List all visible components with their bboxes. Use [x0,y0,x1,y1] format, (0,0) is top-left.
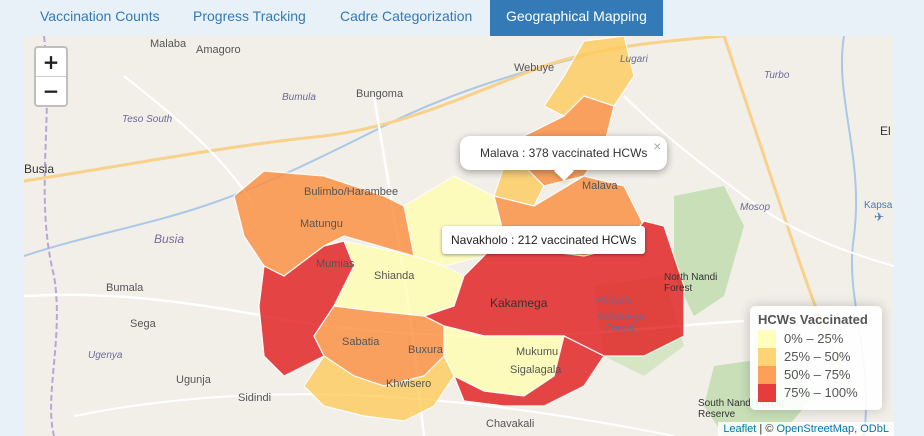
legend-label: 50% – 75% [784,367,851,382]
label-sabatia: Sabatia [342,336,380,348]
label-shinyalu: Shinyalu [594,296,633,307]
tooltip-text: Navakholo : 212 vaccinated HCWs [451,233,637,247]
region-matungu [233,170,415,277]
label-sidindi: Sidindi [238,392,272,404]
label-mumias: Mumias [316,258,355,270]
label-kakamega: Kakamega [490,296,548,310]
tab-geographical-mapping[interactable]: Geographical Mapping [490,0,663,36]
airport-icon: ✈ [874,210,885,224]
legend-item: 25% – 50% [758,348,874,366]
label-ugunja: Ugunja [176,374,211,386]
legend-label: 75% – 100% [784,385,858,400]
label-malava-map: Malava [582,180,618,192]
label-turbo: Turbo [764,70,790,81]
zoom-out-button[interactable]: − [36,76,66,105]
label-bumula-top: Bumula [282,92,316,103]
label-ugenya: Ugenya [88,350,123,361]
label-amagoro: Amagoro [196,44,241,56]
map-container[interactable]: Malaba Amagoro Webuye Lugari Turbo Bumul… [24,36,894,436]
label-kapsabet: Kapsa [864,200,893,211]
legend-swatch [758,384,776,402]
map-legend: HCWs Vaccinated 0% – 25% 25% – 50% 50% –… [750,306,882,410]
legend-title: HCWs Vaccinated [758,312,868,327]
leaflet-link[interactable]: Leaflet [723,423,757,435]
zoom-control: + − [34,46,68,107]
popup-text: Malava : 378 vaccinated HCWs [480,146,648,160]
popup-close-button[interactable]: × [653,138,662,154]
label-el: El [880,124,891,138]
legend-swatch [758,366,776,384]
tab-cadre-categorization[interactable]: Cadre Categorization [340,8,473,24]
label-north-nandi: North Nandi Forest [664,272,718,294]
legend-label: 0% – 25% [784,331,844,346]
forest-area [674,186,744,316]
label-matungu: Matungu [300,218,343,230]
map-popup: Malava : 378 vaccinated HCWs × [460,136,668,181]
label-bungoma: Bungoma [356,88,404,100]
label-teso-south: Teso South [122,114,173,125]
tab-progress-tracking[interactable]: Progress Tracking [193,8,306,24]
label-lugari: Lugari [620,54,648,65]
region-mukumu [452,335,605,407]
label-bulimbo: Bulimbo/Harambee [304,186,399,198]
label-khwisero: Khwisero [386,378,432,390]
osm-link[interactable]: OpenStreetMap [776,423,855,435]
label-malaba: Malaba [150,38,187,50]
label-sigalagala: Sigalagala [510,364,562,376]
label-webuye: Webuye [514,62,555,74]
legend-item: 0% – 25% [758,330,874,348]
attribution-sep: | © [756,423,777,435]
label-chavakali: Chavakali [486,418,535,430]
legend-label: 25% – 50% [784,349,851,364]
tab-vaccination-counts[interactable]: Vaccination Counts [40,8,160,24]
map-tooltip: Navakholo : 212 vaccinated HCWs [442,226,646,254]
tab-bar: Vaccination Counts Progress Tracking Cad… [0,0,924,36]
region-khwisero [303,354,455,422]
label-south-nandi: South Nandi Forest Reserve [698,398,785,420]
label-busia-region: Busia [154,232,185,246]
zoom-in-button[interactable]: + [42,50,60,74]
label-mukumu: Mukumu [516,346,559,358]
label-butere: Buxura [408,344,443,356]
map-attribution: Leaflet | © OpenStreetMap, ODbL [718,422,894,436]
label-bumala: Bumala [106,282,144,294]
odbl-link[interactable]: , ODbL [854,423,889,435]
label-kakamega-forest: Kakamega Forest [596,312,644,334]
legend-swatch [758,330,776,348]
legend-item: 50% – 75% [758,366,874,384]
legend-swatch [758,348,776,366]
label-mosop: Mosop [740,202,771,213]
label-sega: Sega [130,318,156,330]
legend-item: 75% – 100% [758,384,874,402]
label-shianda: Shianda [374,270,415,282]
label-busia-town: Busia [24,162,55,176]
